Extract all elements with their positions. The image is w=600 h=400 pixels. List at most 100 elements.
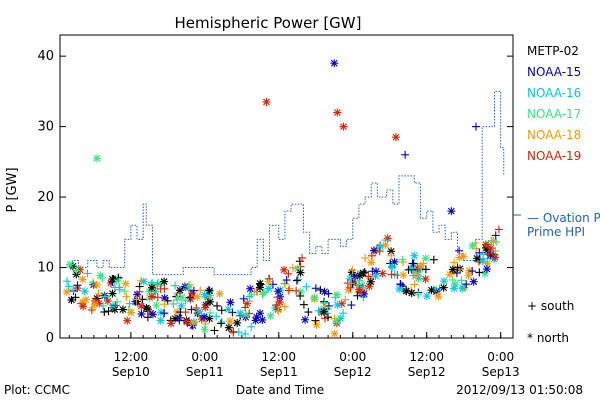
data-point bbox=[330, 59, 339, 68]
marker-stroke bbox=[206, 315, 213, 323]
marker-stroke bbox=[332, 317, 340, 325]
data-point bbox=[217, 318, 226, 327]
legend-entry: METP-02 bbox=[527, 44, 579, 58]
marker-stroke bbox=[297, 288, 305, 296]
data-point bbox=[152, 301, 161, 310]
marker-stroke bbox=[66, 260, 74, 268]
marker-stroke bbox=[331, 330, 338, 338]
data-point bbox=[458, 283, 467, 292]
data-point bbox=[367, 251, 376, 260]
data-point bbox=[71, 293, 80, 302]
data-point bbox=[369, 246, 378, 255]
data-point bbox=[215, 289, 224, 298]
marker-stroke bbox=[178, 293, 186, 301]
data-point bbox=[390, 257, 399, 266]
data-point bbox=[241, 310, 250, 319]
data-point bbox=[378, 269, 387, 278]
data-point bbox=[294, 275, 303, 284]
marker-stroke bbox=[459, 284, 467, 292]
marker-stroke bbox=[321, 288, 328, 296]
data-point bbox=[371, 272, 380, 281]
data-point bbox=[99, 301, 108, 310]
marker-stroke bbox=[450, 285, 458, 292]
data-point bbox=[120, 287, 129, 296]
data-point bbox=[399, 271, 408, 280]
data-point bbox=[353, 291, 362, 300]
data-point bbox=[64, 282, 73, 291]
data-point bbox=[72, 266, 81, 275]
data-point bbox=[185, 293, 194, 302]
data-point bbox=[245, 309, 254, 318]
marker-stroke bbox=[200, 313, 208, 321]
marker-stroke bbox=[491, 253, 499, 261]
marker-stroke bbox=[119, 306, 127, 313]
data-point bbox=[96, 271, 105, 280]
data-point bbox=[94, 289, 103, 298]
marker-stroke bbox=[256, 309, 264, 317]
data-point bbox=[169, 299, 178, 308]
data-point bbox=[427, 286, 436, 295]
marker-stroke bbox=[109, 290, 116, 297]
data-point bbox=[217, 319, 226, 328]
data-point bbox=[302, 282, 311, 291]
marker-stroke bbox=[206, 298, 214, 306]
x-tick-date: Sep13 bbox=[482, 365, 520, 379]
ovation-legend-label-2: Prime HPI bbox=[527, 225, 585, 239]
data-point bbox=[311, 284, 320, 293]
data-point bbox=[355, 276, 364, 285]
data-point bbox=[234, 328, 243, 337]
marker-stroke bbox=[82, 296, 90, 304]
marker-stroke bbox=[138, 310, 145, 318]
data-point bbox=[439, 283, 448, 292]
data-point bbox=[304, 308, 313, 317]
data-point bbox=[404, 265, 413, 274]
marker-stroke bbox=[175, 314, 183, 322]
marker-stroke bbox=[276, 298, 284, 306]
data-point bbox=[450, 284, 459, 293]
data-point bbox=[416, 261, 425, 270]
data-point bbox=[333, 300, 342, 309]
data-point bbox=[459, 252, 468, 261]
data-point bbox=[201, 319, 210, 328]
data-point bbox=[491, 231, 500, 240]
x-tick-time: 0:00 bbox=[191, 350, 218, 364]
data-point bbox=[422, 292, 431, 301]
data-point bbox=[217, 306, 226, 315]
x-tick-time: 0:00 bbox=[339, 350, 366, 364]
data-point bbox=[462, 280, 471, 289]
marker-stroke bbox=[225, 324, 233, 332]
marker-stroke bbox=[271, 304, 279, 312]
marker-stroke bbox=[176, 286, 184, 294]
data-point bbox=[127, 308, 136, 317]
marker-stroke bbox=[382, 241, 389, 249]
marker-stroke bbox=[372, 267, 380, 275]
ovation-legend-label: — Ovation Prime HPI bbox=[527, 211, 600, 225]
data-point bbox=[296, 291, 305, 300]
data-point bbox=[494, 225, 503, 234]
marker-stroke bbox=[408, 289, 416, 297]
marker-stroke bbox=[402, 287, 410, 295]
y-tick-label: 10 bbox=[37, 261, 54, 276]
marker-stroke bbox=[143, 304, 150, 312]
data-point bbox=[88, 303, 97, 312]
x-axis-label: Date and Time bbox=[236, 383, 324, 397]
data-point bbox=[282, 276, 291, 285]
data-point bbox=[367, 258, 376, 267]
data-point bbox=[295, 257, 304, 266]
marker-stroke bbox=[91, 300, 99, 308]
data-point bbox=[341, 295, 350, 304]
marker-stroke bbox=[447, 207, 455, 215]
x-tick-time: 0:00 bbox=[487, 350, 514, 364]
data-point bbox=[108, 274, 117, 283]
marker-stroke bbox=[367, 259, 375, 266]
data-point bbox=[92, 280, 101, 289]
marker-stroke bbox=[265, 278, 273, 285]
marker-stroke bbox=[446, 270, 454, 278]
marker-stroke bbox=[157, 317, 165, 324]
data-point bbox=[205, 286, 214, 295]
data-point bbox=[182, 317, 191, 326]
data-point bbox=[175, 286, 184, 295]
data-point bbox=[171, 314, 180, 323]
data-point bbox=[440, 277, 449, 286]
data-point bbox=[160, 277, 169, 286]
